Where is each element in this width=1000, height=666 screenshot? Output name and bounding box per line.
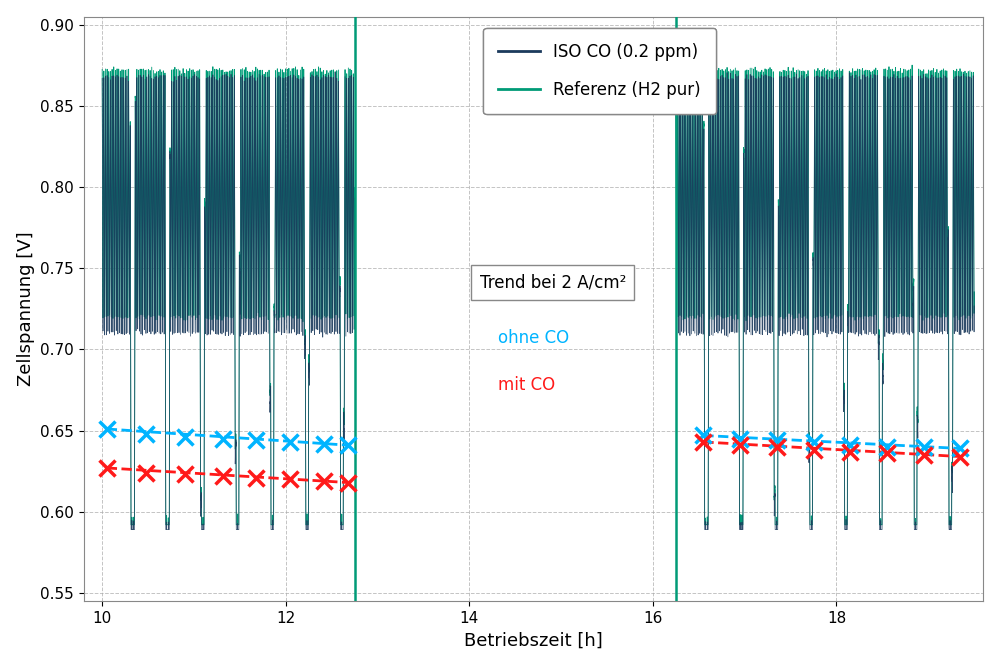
Legend: ISO CO (0.2 ppm), Referenz (H2 pur): ISO CO (0.2 ppm), Referenz (H2 pur) bbox=[483, 28, 716, 114]
Text: ohne CO: ohne CO bbox=[498, 329, 569, 347]
X-axis label: Betriebszeit [h]: Betriebszeit [h] bbox=[464, 631, 603, 649]
Text: mit CO: mit CO bbox=[498, 376, 555, 394]
Y-axis label: Zellspannung [V]: Zellspannung [V] bbox=[17, 232, 35, 386]
Text: Trend bei 2 A/cm²: Trend bei 2 A/cm² bbox=[480, 274, 626, 292]
